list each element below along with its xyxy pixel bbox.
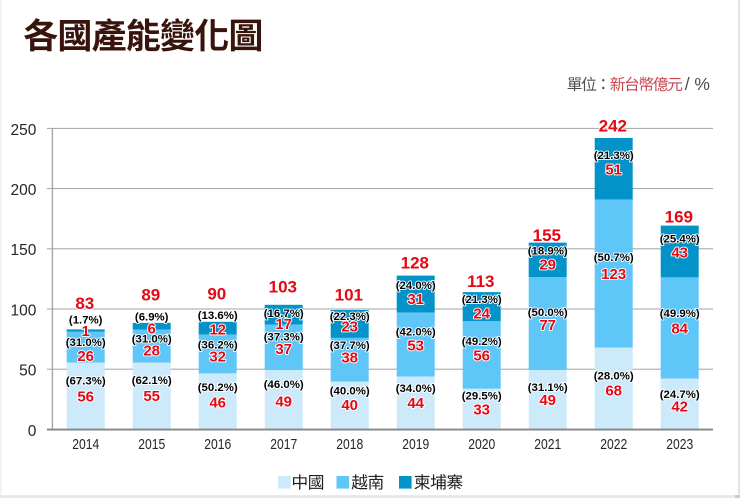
svg-text:90: 90 <box>207 285 226 304</box>
svg-text:2018: 2018 <box>336 437 363 453</box>
svg-text:49: 49 <box>275 393 292 410</box>
svg-text:123: 123 <box>601 266 626 283</box>
svg-text:250: 250 <box>11 122 37 139</box>
svg-text:37: 37 <box>275 341 292 358</box>
svg-text:169: 169 <box>665 207 693 226</box>
svg-text:(34.0%): (34.0%) <box>396 383 436 395</box>
svg-text:32: 32 <box>209 348 226 365</box>
svg-text:(16.7%): (16.7%) <box>264 308 304 320</box>
svg-text:51: 51 <box>605 162 622 179</box>
svg-text:89: 89 <box>141 286 160 305</box>
svg-text:128: 128 <box>401 254 429 273</box>
svg-text:(37.3%): (37.3%) <box>264 331 304 343</box>
svg-text:2014: 2014 <box>72 437 99 453</box>
svg-text:200: 200 <box>11 182 37 199</box>
svg-text:(50.2%): (50.2%) <box>198 382 238 394</box>
svg-text:(1.7%): (1.7%) <box>69 315 103 327</box>
svg-text:38: 38 <box>341 350 358 367</box>
svg-text:44: 44 <box>407 395 424 412</box>
svg-text:(25.4%): (25.4%) <box>660 233 700 245</box>
svg-text:33: 33 <box>473 402 490 419</box>
svg-text:(50.7%): (50.7%) <box>594 252 634 264</box>
svg-text:2015: 2015 <box>138 437 165 453</box>
svg-text:(13.6%): (13.6%) <box>198 310 238 322</box>
svg-text:(21.3%): (21.3%) <box>594 150 634 162</box>
svg-text:2020: 2020 <box>468 437 495 453</box>
svg-text:(46.0%): (46.0%) <box>264 379 304 391</box>
svg-text:46: 46 <box>209 395 226 412</box>
svg-text:(24.7%): (24.7%) <box>660 389 700 401</box>
svg-text:(67.3%): (67.3%) <box>66 376 106 388</box>
svg-text:42: 42 <box>671 399 688 416</box>
svg-text:(24.0%): (24.0%) <box>396 280 436 292</box>
svg-text:6: 6 <box>148 321 156 338</box>
svg-text:0: 0 <box>28 423 37 440</box>
svg-text:1: 1 <box>82 323 90 340</box>
svg-text:2016: 2016 <box>204 437 231 453</box>
svg-text:(62.1%): (62.1%) <box>132 375 172 387</box>
svg-text:77: 77 <box>539 317 556 334</box>
svg-text:2022: 2022 <box>600 437 627 453</box>
svg-text:(50.0%): (50.0%) <box>528 307 568 319</box>
svg-text:113: 113 <box>467 272 494 291</box>
svg-text:(31.0%): (31.0%) <box>66 337 106 349</box>
svg-text:(21.3%): (21.3%) <box>462 294 502 306</box>
svg-text:68: 68 <box>605 382 622 399</box>
svg-text:(28.0%): (28.0%) <box>594 370 634 382</box>
svg-text:26: 26 <box>77 348 94 365</box>
svg-text:84: 84 <box>671 321 688 338</box>
svg-text:17: 17 <box>275 316 292 333</box>
svg-text:(37.7%): (37.7%) <box>330 340 370 352</box>
svg-text:2019: 2019 <box>402 437 429 453</box>
svg-text:53: 53 <box>407 337 424 354</box>
svg-text:55: 55 <box>143 388 160 405</box>
svg-text:(49.2%): (49.2%) <box>462 336 502 348</box>
svg-text:56: 56 <box>77 388 94 405</box>
svg-text:24: 24 <box>473 305 490 322</box>
svg-text:100: 100 <box>11 302 37 319</box>
svg-text:56: 56 <box>473 348 490 365</box>
svg-text:2023: 2023 <box>666 437 693 453</box>
svg-text:31: 31 <box>407 291 424 308</box>
svg-text:242: 242 <box>599 117 627 136</box>
svg-text:(29.5%): (29.5%) <box>462 391 502 403</box>
svg-text:40: 40 <box>341 397 358 414</box>
svg-text:49: 49 <box>539 392 556 409</box>
svg-text:(31.1%): (31.1%) <box>528 382 568 394</box>
svg-text:(18.9%): (18.9%) <box>528 246 568 258</box>
svg-text:12: 12 <box>209 321 226 338</box>
svg-text:23: 23 <box>341 319 358 336</box>
svg-text:28: 28 <box>143 342 160 359</box>
svg-text:(49.9%): (49.9%) <box>660 308 700 320</box>
svg-text:2021: 2021 <box>534 437 561 453</box>
svg-text:(31.0%): (31.0%) <box>132 334 172 346</box>
svg-text:2017: 2017 <box>270 437 297 453</box>
svg-text:(42.0%): (42.0%) <box>396 327 436 339</box>
svg-text:50: 50 <box>19 363 37 380</box>
svg-text:43: 43 <box>671 245 688 262</box>
svg-text:103: 103 <box>269 277 297 296</box>
svg-text:155: 155 <box>533 226 561 245</box>
svg-text:(6.9%): (6.9%) <box>135 312 169 324</box>
svg-text:29: 29 <box>539 257 556 274</box>
svg-text:/ %: / % <box>685 74 710 94</box>
svg-text:(40.0%): (40.0%) <box>330 386 370 398</box>
svg-text:150: 150 <box>11 242 37 259</box>
svg-text:101: 101 <box>335 286 363 305</box>
svg-text:(22.3%): (22.3%) <box>330 311 370 323</box>
svg-text:(36.2%): (36.2%) <box>198 339 238 351</box>
svg-text:83: 83 <box>75 294 94 313</box>
